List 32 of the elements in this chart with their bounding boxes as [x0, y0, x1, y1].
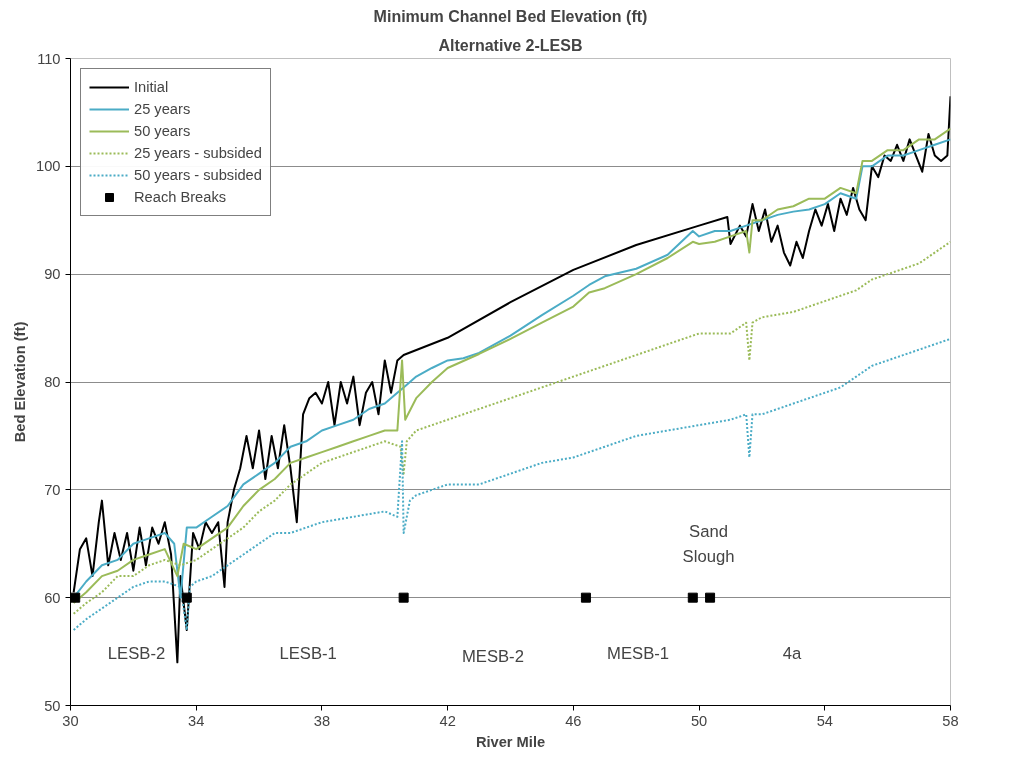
- x-tick-label: 46: [565, 712, 582, 729]
- legend-label: 50 years - subsided: [134, 167, 262, 183]
- x-tick-label: 38: [313, 712, 331, 729]
- x-tick-label: 58: [942, 712, 959, 729]
- x-tick-label: 30: [62, 712, 79, 729]
- x-tick-label: 54: [816, 712, 833, 729]
- annotation: MESB-2: [461, 647, 524, 667]
- annotation: MESB-1: [607, 644, 670, 664]
- legend-label: 50 years: [134, 123, 191, 139]
- y-tick-label: 70: [44, 481, 61, 498]
- line-series: [72, 95, 951, 664]
- legend-label: 25 years - subsided: [134, 145, 262, 161]
- y-tick-label: 90: [44, 266, 61, 283]
- x-tick-label: 50: [690, 712, 708, 729]
- legend-label: Reach Breaks: [134, 189, 227, 205]
- x-tick-label: 34: [188, 712, 205, 729]
- chart-title: Minimum Channel Bed Elevation (ft): [373, 7, 648, 25]
- y-tick-label: 110: [37, 50, 61, 67]
- annotation: LESB-1: [279, 644, 337, 664]
- y-tick-label: 50: [44, 697, 61, 714]
- y-tick-label: 60: [44, 589, 61, 606]
- chart-subtitle: Alternative 2-LESB: [438, 36, 583, 54]
- x-axis-title: River Mile: [475, 733, 546, 750]
- annotation: LESB-2: [107, 644, 166, 664]
- legend-label: 25 years: [134, 101, 191, 117]
- y-axis-title: Bed Elevation (ft): [12, 321, 29, 443]
- y-tick-label: 80: [44, 374, 61, 390]
- x-tick-label: 42: [439, 712, 456, 729]
- legend-label: Initial: [134, 79, 169, 95]
- y-tick-label: 100: [36, 158, 61, 175]
- annotation: Sand Slough: [682, 521, 735, 566]
- annotation: 4a: [782, 644, 803, 664]
